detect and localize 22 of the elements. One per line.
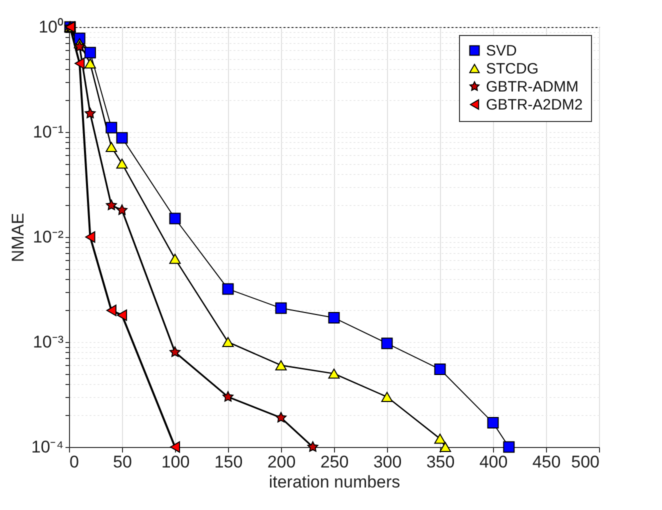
x-tick-label: 250 <box>320 452 349 472</box>
x-tick-label: 300 <box>373 452 402 472</box>
y-axis-title: NMAE <box>8 212 28 262</box>
x-tick-label: 100 <box>161 452 190 472</box>
x-tick-label: 500 <box>571 452 600 472</box>
x-tick-label: 450 <box>532 452 561 472</box>
legend-label: GBTR-ADMM <box>486 78 578 96</box>
x-tick-label: 200 <box>267 452 296 472</box>
x-tick-label: 350 <box>426 452 455 472</box>
y-tick-label: 10⁻² <box>32 228 64 246</box>
x-tick-label: 50 <box>113 452 132 472</box>
legend-label: GBTR-A2DM2 <box>486 96 583 114</box>
y-tick-label: 10⁰ <box>38 18 64 36</box>
x-tick-label: 400 <box>479 452 508 472</box>
y-tick-label: 10⁻⁴ <box>31 438 64 456</box>
y-tick-label: 10⁻¹ <box>32 122 64 142</box>
x-tick-label: 0 <box>70 452 79 472</box>
x-axis-title: iteration numbers <box>268 472 400 492</box>
legend-label: SVD <box>486 42 518 60</box>
y-tick-label: 10⁻³ <box>32 332 64 352</box>
legend-label: STCDG <box>486 60 538 78</box>
x-tick-label: 150 <box>214 452 243 472</box>
